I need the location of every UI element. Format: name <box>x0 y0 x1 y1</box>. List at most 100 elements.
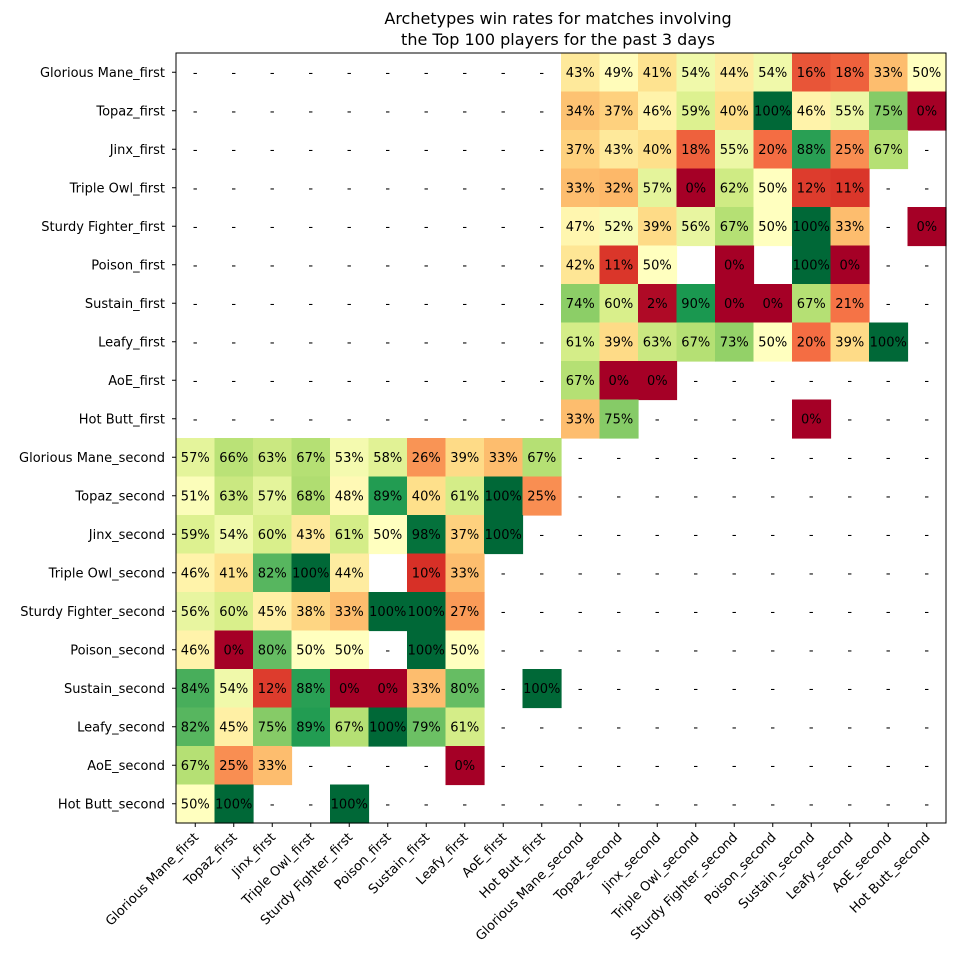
cell-label-r10-c3: 67% <box>296 451 325 466</box>
cell-label-r16-c8: - <box>501 682 506 697</box>
heatmap-cell-r7-c17 <box>830 322 870 362</box>
cell-label-r2-c1: - <box>231 143 236 158</box>
cell-label-r18-c15: - <box>770 759 775 774</box>
heatmap-cell-r10-c2 <box>253 438 293 478</box>
cell-label-r1-c15: 100% <box>754 104 791 119</box>
cell-label-r4-c14: 67% <box>720 220 749 235</box>
cell-label-r3-c3: - <box>308 181 313 196</box>
heatmap-cell-r10-c5 <box>368 438 408 478</box>
heatmap-cell-r10-c1 <box>214 438 254 478</box>
cell-label-r15-c5: - <box>385 643 390 658</box>
cell-label-r13-c9: - <box>539 566 544 581</box>
cell-label-r11-c10: - <box>578 489 583 504</box>
cell-label-r2-c12: 40% <box>643 143 672 158</box>
cell-label-r12-c5: 50% <box>373 528 402 543</box>
cell-label-r5-c11: 11% <box>604 258 633 273</box>
cell-label-r8-c4: - <box>347 374 352 389</box>
cell-label-r8-c1: - <box>231 374 236 389</box>
cell-label-r3-c4: - <box>347 181 352 196</box>
cell-label-r7-c5: - <box>385 335 390 350</box>
cell-label-r7-c18: 100% <box>870 335 907 350</box>
cell-label-r3-c1: - <box>231 181 236 196</box>
cell-label-r7-c12: 63% <box>643 335 672 350</box>
cell-label-r6-c19: - <box>924 297 929 312</box>
cell-label-r9-c7: - <box>462 412 467 427</box>
cell-label-r17-c10: - <box>578 720 583 735</box>
cell-label-r4-c9: - <box>539 220 544 235</box>
cell-label-r9-c15: - <box>770 412 775 427</box>
cell-label-r8-c9: - <box>539 374 544 389</box>
y-tick-label: Topaz_second <box>74 489 165 504</box>
cell-label-r8-c18: - <box>886 374 891 389</box>
heatmap-cell-r6-c11 <box>599 284 639 324</box>
cell-label-r14-c8: - <box>501 605 506 620</box>
heatmap-cell-r17-c1 <box>214 707 254 747</box>
cell-label-r10-c18: - <box>886 451 891 466</box>
heatmap-cell-r2-c15 <box>753 130 793 170</box>
y-axis-ticks: Glorious Mane_first Topaz_first Jinx_first… <box>19 66 176 812</box>
cell-label-r5-c18: - <box>886 258 891 273</box>
cell-label-r9-c9: - <box>539 412 544 427</box>
cell-label-r13-c18: - <box>886 566 891 581</box>
cell-label-r15-c6: 100% <box>408 643 445 658</box>
heatmap-cell-r0-c10 <box>561 53 601 93</box>
cell-label-r18-c5: - <box>385 759 390 774</box>
cell-label-r6-c8: - <box>501 297 506 312</box>
heatmap-cell-r7-c12 <box>638 322 678 362</box>
heatmap-cell-r12-c7 <box>445 515 485 555</box>
cell-label-r14-c13: - <box>693 605 698 620</box>
cell-label-r0-c2: - <box>270 66 275 81</box>
cell-label-r19-c5: - <box>385 797 390 812</box>
heatmap-cell-r16-c4 <box>330 669 370 709</box>
cell-label-r17-c2: 75% <box>258 720 287 735</box>
heatmap-cell-r3-c13 <box>676 168 716 208</box>
cell-label-r6-c18: - <box>886 297 891 312</box>
cell-label-r9-c2: - <box>270 412 275 427</box>
cell-label-r15-c13: - <box>693 643 698 658</box>
heatmap-cell-r1-c19 <box>907 91 947 131</box>
cell-label-r17-c5: 100% <box>369 720 406 735</box>
cell-label-r6-c5: - <box>385 297 390 312</box>
cell-label-r8-c2: - <box>270 374 275 389</box>
cell-label-r16-c3: 88% <box>296 682 325 697</box>
chart-title-line-2: the Top 100 players for the past 3 days <box>401 30 715 49</box>
heatmap-cell-r3-c17 <box>830 168 870 208</box>
heatmap-cell-r16-c5 <box>368 669 408 709</box>
cell-label-r1-c4: - <box>347 104 352 119</box>
heatmap-cell-r12-c8 <box>484 515 524 555</box>
cell-label-r14-c15: - <box>770 605 775 620</box>
heatmap-cell-r14-c6 <box>407 592 447 632</box>
heatmap-cell-r10-c8 <box>484 438 524 478</box>
cell-label-r9-c17: - <box>847 412 852 427</box>
cell-label-r4-c6: - <box>424 220 429 235</box>
heatmap-cell-r16-c0 <box>176 669 216 709</box>
heatmap-cell-r16-c9 <box>522 669 562 709</box>
cell-label-r10-c4: 53% <box>335 451 364 466</box>
cell-label-r17-c4: 67% <box>335 720 364 735</box>
cell-label-r12-c19: - <box>924 528 929 543</box>
cell-label-r7-c11: 39% <box>604 335 633 350</box>
cell-label-r0-c16: 16% <box>797 66 826 81</box>
heatmap-cell-r2-c16 <box>792 130 832 170</box>
cell-label-r8-c10: 67% <box>566 374 595 389</box>
heatmap-cell-r19-c0 <box>176 784 216 824</box>
heatmap-cell-r0-c14 <box>715 53 755 93</box>
cell-label-r19-c17: - <box>847 797 852 812</box>
cell-label-r15-c0: 46% <box>181 643 210 658</box>
cell-label-r4-c19: 0% <box>916 220 937 235</box>
cell-label-r7-c4: - <box>347 335 352 350</box>
cell-label-r17-c9: - <box>539 720 544 735</box>
cell-label-r14-c1: 60% <box>219 605 248 620</box>
cell-label-r18-c19: - <box>924 759 929 774</box>
cell-label-r7-c16: 20% <box>797 335 826 350</box>
cell-label-r19-c11: - <box>616 797 621 812</box>
cell-label-r17-c7: 61% <box>450 720 479 735</box>
cell-label-r12-c3: 43% <box>296 528 325 543</box>
cell-label-r9-c16: 0% <box>801 412 822 427</box>
cell-label-r8-c14: - <box>732 374 737 389</box>
cell-label-r1-c0: - <box>193 104 198 119</box>
heatmap-cell-r1-c17 <box>830 91 870 131</box>
cell-label-r12-c15: - <box>770 528 775 543</box>
cell-label-r16-c13: - <box>693 682 698 697</box>
cell-label-r3-c2: - <box>270 181 275 196</box>
